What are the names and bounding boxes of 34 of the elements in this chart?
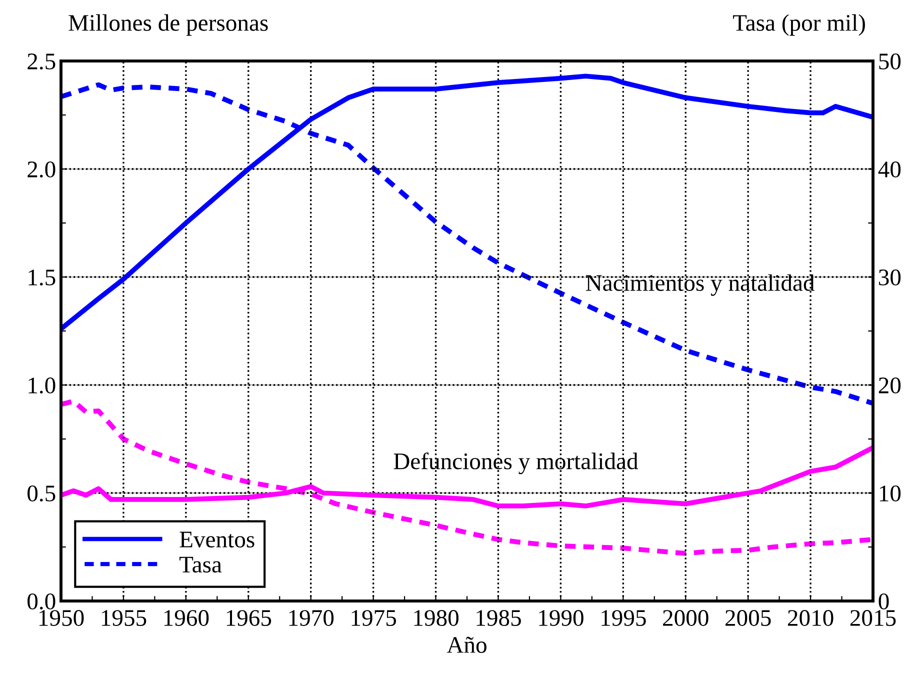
annotation: Nacimientos y natalidad <box>586 274 814 296</box>
legend-label: Tasa <box>179 556 222 573</box>
y2-tick-label: 40 <box>878 161 901 178</box>
y-tick-label: 1.0 <box>28 377 56 394</box>
x-tick-label: 1975 <box>352 610 396 626</box>
x-tick-label: 1985 <box>476 610 521 626</box>
y-axis-title: Millones de personas <box>68 14 268 36</box>
x-tick-label: 1965 <box>226 610 272 626</box>
x-tick-label: 1955 <box>102 610 146 626</box>
x-tick-label: 1990 <box>539 610 584 626</box>
y-tick-label: 0.0 <box>28 593 56 610</box>
x-tick-label: 2015 <box>850 610 896 626</box>
y2-tick-label: 0 <box>878 593 889 610</box>
x-axis-title: Año <box>446 636 486 653</box>
legend-label: Eventos <box>180 532 254 548</box>
y2-tick-label: 50 <box>879 53 901 70</box>
y-tick-label: 0.5 <box>28 485 56 502</box>
x-tick-label: 2010 <box>788 610 834 626</box>
annotation: Defunciones y mortalidad <box>394 452 638 474</box>
x-tick-label: 1995 <box>602 610 646 626</box>
y2-axis-title: Tasa (por mil) <box>733 14 865 36</box>
y2-tick-label: 20 <box>878 377 901 394</box>
y2-tick-label: 30 <box>878 269 901 286</box>
x-tick-label: 1960 <box>164 610 209 626</box>
y-tick-label: 1.5 <box>28 270 56 286</box>
x-tick-label: 2000 <box>663 610 708 626</box>
x-tick-label: 1950 <box>39 610 84 626</box>
x-tick-label: 1980 <box>414 610 458 626</box>
y-tick-label: 2.5 <box>28 54 56 70</box>
line-series <box>61 398 873 556</box>
x-tick-label: 2005 <box>726 610 771 626</box>
x-tick-label: 1970 <box>289 610 334 626</box>
y2-tick-label: 10 <box>880 485 901 502</box>
y-tick-label: 2.0 <box>28 161 56 178</box>
